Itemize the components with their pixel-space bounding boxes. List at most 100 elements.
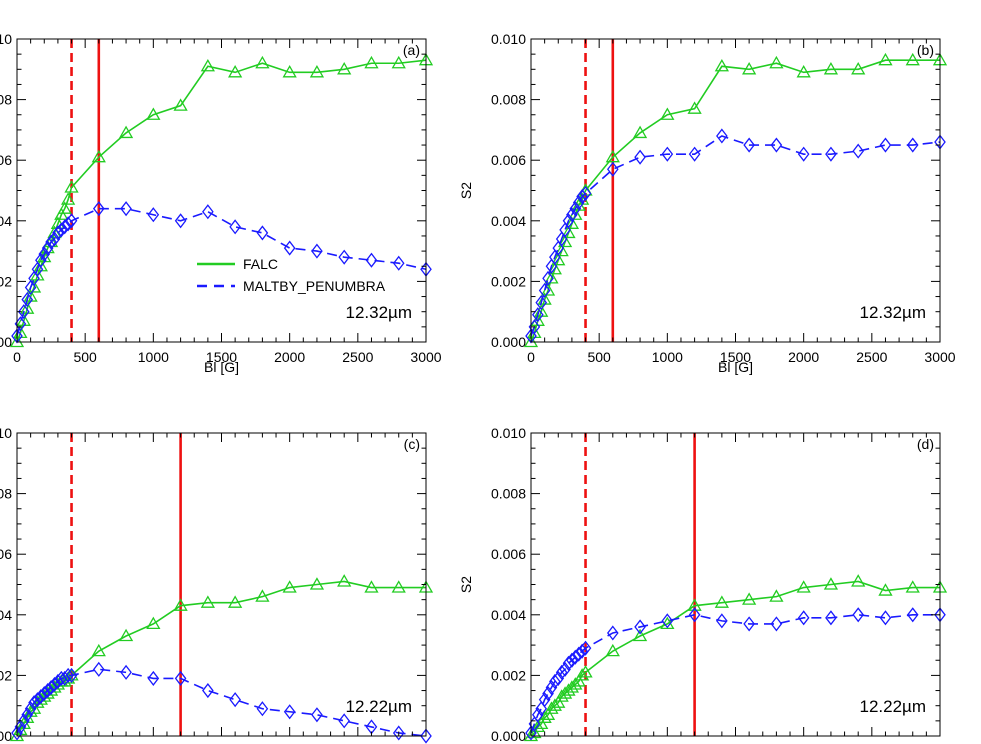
data-point-diamond [35,252,47,268]
data-point-triangle [228,65,243,78]
data-point-diamond [535,295,548,311]
data-point-diamond [825,610,837,626]
data-point-triangle [851,574,866,587]
y-tick-label: 0.010 [491,425,526,441]
data-point-triangle [557,686,573,699]
x-axis-label: Bl [G] [718,359,753,375]
data-point-diamond [283,704,296,720]
data-point-triangle [632,628,648,642]
y-tick-label: 0.004 [0,213,12,229]
data-point-diamond [45,234,57,250]
data-point-diamond [62,667,74,683]
data-point-triangle [742,592,757,605]
data-point-diamond [688,146,701,162]
data-point-triangle [54,207,69,220]
data-point-diamond [24,701,37,717]
data-point-diamond [45,679,57,696]
data-point-diamond [545,679,558,696]
data-point-triangle [118,628,134,642]
data-point-triangle [282,65,297,78]
legend: FALC MALTBY_PENUMBRA [197,256,386,294]
data-point-triangle [714,595,729,608]
data-point-diamond [256,701,269,717]
y-axis-label: S2 [458,182,474,199]
data-point-diamond [35,689,47,705]
data-point-triangle [200,58,215,72]
data-point-diamond [770,616,783,632]
data-point-triangle [282,580,297,593]
data-point-triangle [309,577,325,590]
panel-2: 0.000 0.002 0.004 0.006 0.008 0.010 0 500 1000 15… [458,31,956,375]
data-point-triangle [540,707,556,720]
data-point-triangle [544,701,559,714]
data-point-diamond [716,613,728,629]
data-point-diamond [392,725,405,741]
y-tick-label: 0.010 [0,425,12,441]
y-tick-label: 0.002 [0,273,12,289]
data-point-diamond [579,640,592,656]
data-point-diamond [48,231,61,247]
plot-frame [530,38,941,343]
data-point-diamond [555,664,568,680]
data-point-diamond [65,667,78,683]
y-tick-label: 0.000 [491,728,526,744]
series-line-maltby-penumbra [530,613,940,734]
data-point-triangle [687,101,702,114]
data-point-diamond [542,270,554,286]
data-point-triangle [905,580,920,593]
data-point-diamond [256,225,269,241]
data-point-diamond [743,616,755,632]
data-point-diamond [58,219,71,235]
data-point-diamond [147,207,160,223]
panel-3: 0.000 0.002 0.004 0.006 0.008 0.010 (c) 12.22µm [0,425,434,744]
plot-frame [16,38,427,343]
data-point-diamond [174,670,187,686]
data-point-triangle [660,107,675,120]
data-point-triangle [551,695,566,708]
data-point-diamond [797,146,810,162]
data-point-triangle [391,55,406,69]
x-tick-label: 500 [73,349,97,365]
panel-label: (b) [917,42,934,58]
data-point-diamond [420,728,432,744]
data-point-triangle [554,689,569,702]
data-point-triangle [561,225,576,239]
x-tick-label: 1000 [138,349,169,365]
x-tick-label: 2500 [856,349,887,365]
legend-label-falc: FALC [243,256,278,272]
series-line-falc [16,59,427,343]
data-point-diamond [11,725,23,741]
x-tick-label: 3000 [410,349,441,365]
data-point-triangle [337,574,352,587]
data-point-diamond [906,607,919,623]
data-point-triangle [255,589,270,602]
data-point-diamond [825,146,837,162]
data-point-diamond [716,128,728,144]
data-point-triangle [796,65,811,78]
data-point-diamond [202,204,214,220]
data-point-triangle [742,61,757,75]
panel-1: 0.000 0.002 0.004 0.006 0.008 0.010 0 500 1000 15… [0,31,442,375]
wavelength-annotation: 12.22µm [346,697,413,716]
y-tick-label: 0.006 [491,152,526,168]
data-point-diamond [852,143,865,159]
data-point-diamond [569,649,582,665]
plot-frame [530,432,941,737]
y-tick-label: 0.006 [0,546,12,562]
data-point-diamond [311,707,323,723]
y-tick-label: 0.008 [0,486,12,502]
data-point-triangle [391,580,406,593]
data-point-triangle [337,61,352,75]
data-point-triangle [26,701,42,714]
x-axis-label: Bl [G] [204,359,239,375]
panel-label: (d) [917,436,934,452]
data-point-diamond [21,292,34,308]
data-point-triangle [605,643,620,657]
data-point-triangle [364,580,379,593]
data-point-diamond [661,146,674,162]
data-point-triangle [551,252,566,266]
data-point-diamond [120,664,132,680]
data-point-diamond [879,137,892,153]
data-point-diamond [92,661,105,677]
panel-label: (c) [404,436,420,452]
